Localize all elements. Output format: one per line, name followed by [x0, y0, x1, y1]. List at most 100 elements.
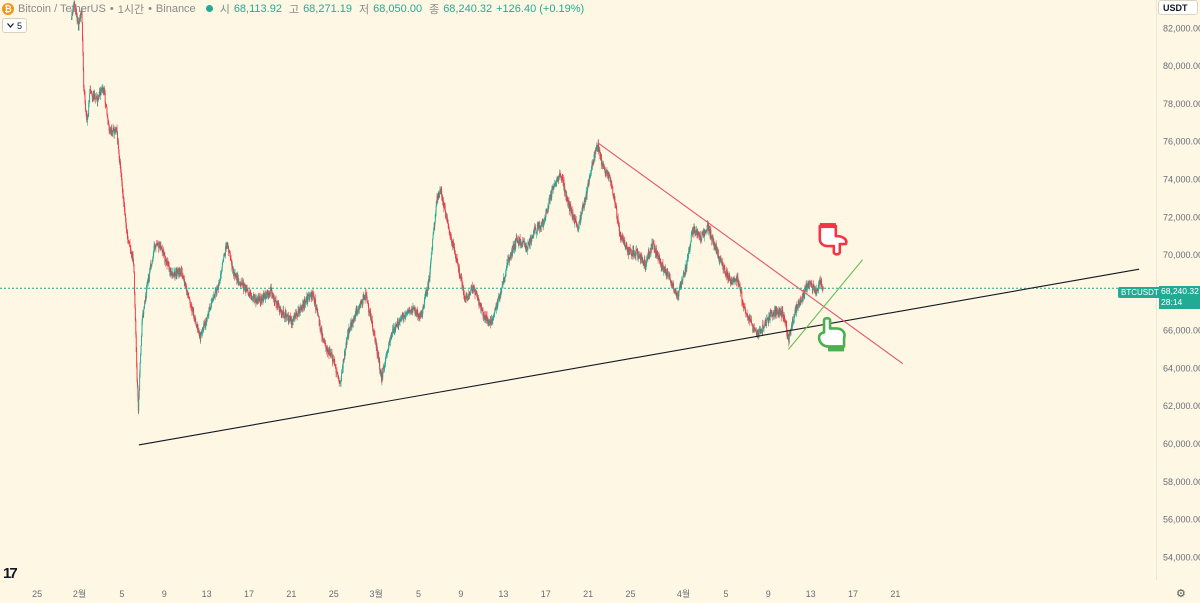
candle: [406, 310, 408, 317]
candle: [168, 262, 170, 272]
candle: [275, 295, 277, 309]
candle-body: [96, 96, 98, 102]
candle: [762, 320, 764, 328]
candle-body: [489, 321, 491, 323]
candle-body: [316, 309, 318, 313]
candle-body: [141, 335, 142, 346]
candle-body: [230, 257, 232, 259]
candle: [141, 314, 143, 326]
candle-body: [398, 321, 400, 326]
candle-body: [622, 236, 624, 239]
candle: [299, 306, 301, 317]
candle-body: [241, 280, 243, 286]
candle-body: [168, 266, 170, 272]
candle-body: [262, 294, 264, 301]
candle-body: [768, 315, 770, 324]
candle-body: [144, 301, 146, 306]
candle: [439, 187, 441, 195]
candle-body: [346, 338, 348, 344]
candle-body: [490, 323, 492, 325]
candle: [662, 267, 664, 276]
candle: [317, 309, 319, 317]
candle-body: [147, 282, 149, 284]
candle-body: [659, 259, 661, 263]
candle-body: [317, 312, 319, 317]
candle: [545, 209, 547, 222]
candle-body: [477, 297, 479, 299]
candle-body: [81, 8, 83, 23]
candle-body: [722, 263, 724, 267]
candle-body: [533, 233, 535, 236]
candle: [203, 320, 205, 334]
candle-body: [521, 243, 523, 246]
candle-body: [382, 372, 384, 378]
candle-body: [670, 280, 672, 284]
candle: [139, 369, 141, 391]
candle-body: [609, 177, 611, 182]
candle-body: [195, 321, 197, 324]
candle-body: [232, 266, 234, 269]
candle-body: [512, 249, 514, 254]
candle-body: [678, 287, 680, 291]
candle-body: [357, 310, 358, 314]
candle-body: [513, 244, 515, 251]
candle-body: [86, 115, 88, 123]
candle-body: [543, 221, 545, 224]
candle-body: [612, 186, 614, 194]
candle-body: [536, 231, 538, 233]
candle: [285, 310, 287, 323]
candle-body: [138, 390, 140, 399]
candle: [471, 281, 473, 294]
candle: [527, 239, 529, 251]
candle-body: [544, 218, 546, 222]
candle-body: [212, 299, 214, 302]
candle-body: [707, 224, 709, 226]
candle-body: [240, 282, 242, 286]
candle: [150, 263, 152, 270]
candle: [614, 195, 616, 209]
candle-body: [86, 118, 88, 123]
candle: [392, 325, 394, 334]
candle-body: [368, 306, 370, 313]
candle-body: [79, 17, 81, 19]
candle-body: [462, 285, 464, 287]
candle-body: [89, 93, 91, 103]
candle-body: [485, 314, 487, 321]
candle-body: [608, 175, 610, 176]
candle: [441, 186, 443, 201]
candle-body: [476, 296, 478, 298]
candle: [262, 290, 264, 304]
candle: [762, 319, 764, 336]
candle: [146, 280, 148, 289]
candle: [158, 241, 160, 250]
candle-body: [600, 154, 602, 158]
candle-body: [70, 18, 72, 20]
candle-body: [605, 171, 607, 175]
candle-body: [120, 162, 121, 169]
candle: [724, 270, 726, 276]
candle-body: [683, 272, 685, 275]
candle: [124, 202, 126, 216]
candle-body: [89, 89, 91, 94]
candle-body: [382, 366, 384, 373]
candle-body: [412, 307, 414, 309]
candle: [512, 249, 514, 257]
candle-body: [232, 268, 234, 275]
candle: [456, 258, 458, 263]
candle-body: [299, 307, 301, 314]
candle-body: [589, 176, 591, 178]
candle-body: [754, 329, 756, 331]
candle-body: [76, 11, 78, 14]
candle-body: [345, 347, 347, 351]
candle: [124, 207, 126, 216]
candle: [210, 298, 212, 310]
candle-body: [223, 253, 225, 258]
candle: [327, 345, 329, 358]
candle-body: [782, 316, 784, 318]
candle-body: [466, 295, 468, 297]
candle: [774, 306, 775, 318]
candle-body: [211, 301, 213, 304]
candle: [584, 197, 586, 202]
candle-body: [769, 312, 771, 321]
